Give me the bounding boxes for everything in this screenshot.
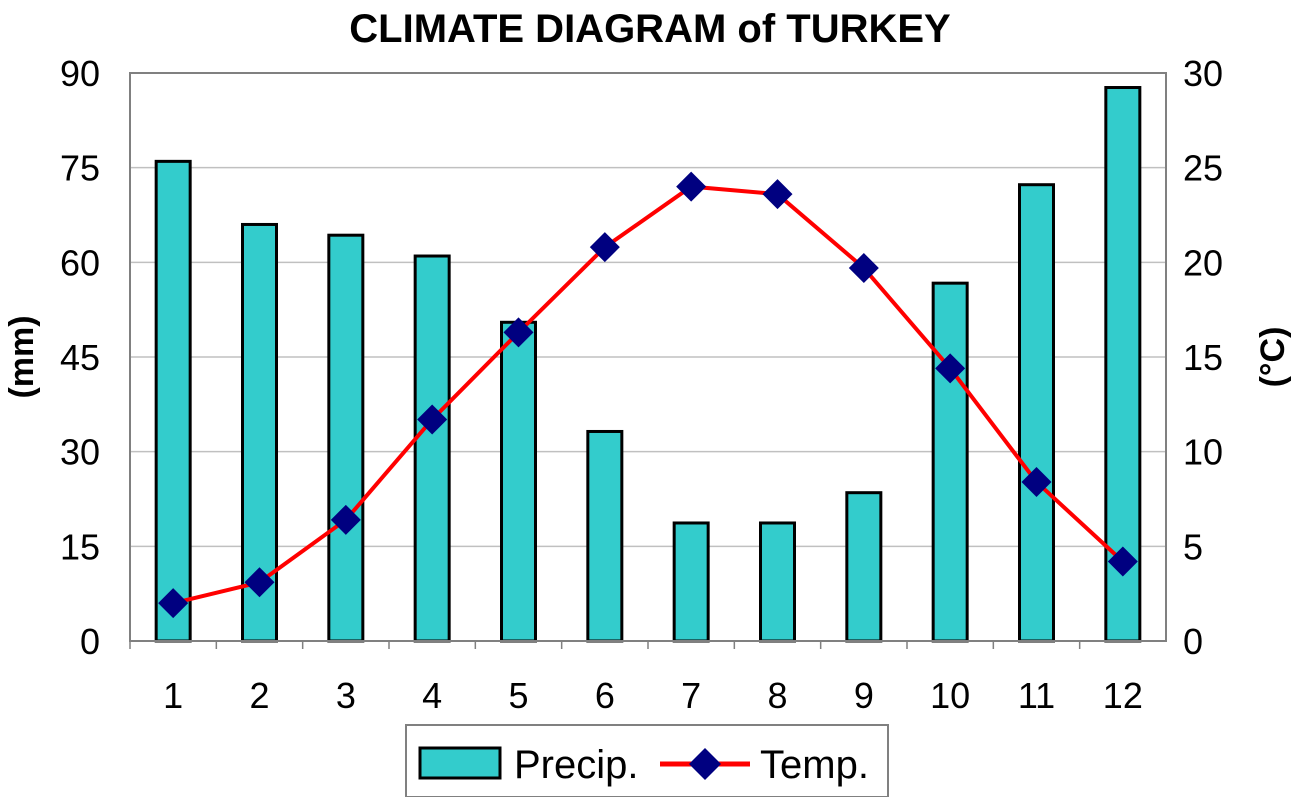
x-tick-label: 9 <box>854 675 874 716</box>
x-tick-label: 6 <box>595 675 615 716</box>
temp-marker <box>417 404 448 435</box>
x-tick-label: 11 <box>1018 675 1055 716</box>
x-tick-label: 12 <box>1103 675 1143 716</box>
precip-bar <box>154 159 192 643</box>
x-tick-label: 7 <box>681 675 701 716</box>
y-right-tick-label: 15 <box>1183 337 1223 378</box>
precip-bar <box>327 233 365 643</box>
x-tick-label: 10 <box>930 675 970 716</box>
legend: Precip. Temp. <box>405 724 889 798</box>
precip-bar <box>413 254 451 643</box>
x-tick-label: 1 <box>163 675 183 716</box>
temp-marker <box>935 353 966 384</box>
temp-marker <box>762 179 793 210</box>
y-left-tick-label: 30 <box>60 432 100 473</box>
precip-bar <box>672 521 710 643</box>
y-left-tick-label: 60 <box>60 242 100 283</box>
temp-marker <box>158 588 189 619</box>
x-tick-label: 8 <box>767 675 787 716</box>
x-tick-label: 2 <box>249 675 269 716</box>
x-tick-label: 4 <box>422 675 442 716</box>
y-right-tick-label: 0 <box>1183 621 1203 662</box>
y-left-tick-label: 0 <box>80 621 100 662</box>
temp-marker <box>330 504 361 535</box>
y-right-tick-label: 5 <box>1183 526 1203 567</box>
precip-bar <box>759 521 796 643</box>
precip-bar <box>1018 183 1055 643</box>
chart-title: CLIMATE DIAGRAM of TURKEY <box>349 7 951 51</box>
temp-marker <box>244 567 275 598</box>
temp-marker <box>676 171 707 202</box>
y-axis-right-label: (°C) <box>1254 327 1292 388</box>
temp-line <box>172 184 1125 606</box>
temp-marker <box>848 253 879 284</box>
y-axis-left-label: (mm) <box>3 315 41 398</box>
y-right-tick-label: 10 <box>1183 432 1223 473</box>
temp-marker <box>503 317 534 348</box>
precip-bar <box>586 429 624 643</box>
precip-bar <box>845 491 883 643</box>
legend-temp-label: Temp. <box>760 743 869 787</box>
x-tick-label: 3 <box>336 675 356 716</box>
y-left-tick-label: 45 <box>60 337 100 378</box>
temp-marker <box>1021 466 1052 497</box>
precip-bar <box>500 320 537 643</box>
y-left-tick-label: 15 <box>60 526 100 567</box>
y-right-tick-label: 20 <box>1183 242 1223 283</box>
temp-marker <box>1107 546 1138 577</box>
legend-precip-swatch <box>418 746 502 780</box>
legend-temp-marker <box>689 748 721 780</box>
y-left-tick-label: 90 <box>60 53 100 94</box>
legend-precip-label: Precip. <box>514 743 639 787</box>
y-right-tick-label: 25 <box>1183 148 1223 189</box>
y-right-tick-label: 30 <box>1183 53 1223 94</box>
x-tick-label: 5 <box>508 675 528 716</box>
temp-marker <box>589 232 620 263</box>
y-left-tick-label: 75 <box>60 148 100 189</box>
precip-bar <box>931 281 969 643</box>
